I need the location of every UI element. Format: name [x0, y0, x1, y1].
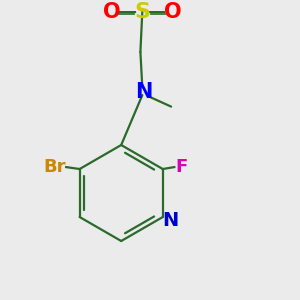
Text: S: S [134, 2, 150, 22]
Text: F: F [176, 158, 188, 176]
Text: O: O [164, 2, 182, 22]
Text: N: N [136, 82, 153, 102]
Text: N: N [162, 212, 178, 230]
Text: Br: Br [44, 158, 66, 176]
Text: O: O [103, 2, 120, 22]
